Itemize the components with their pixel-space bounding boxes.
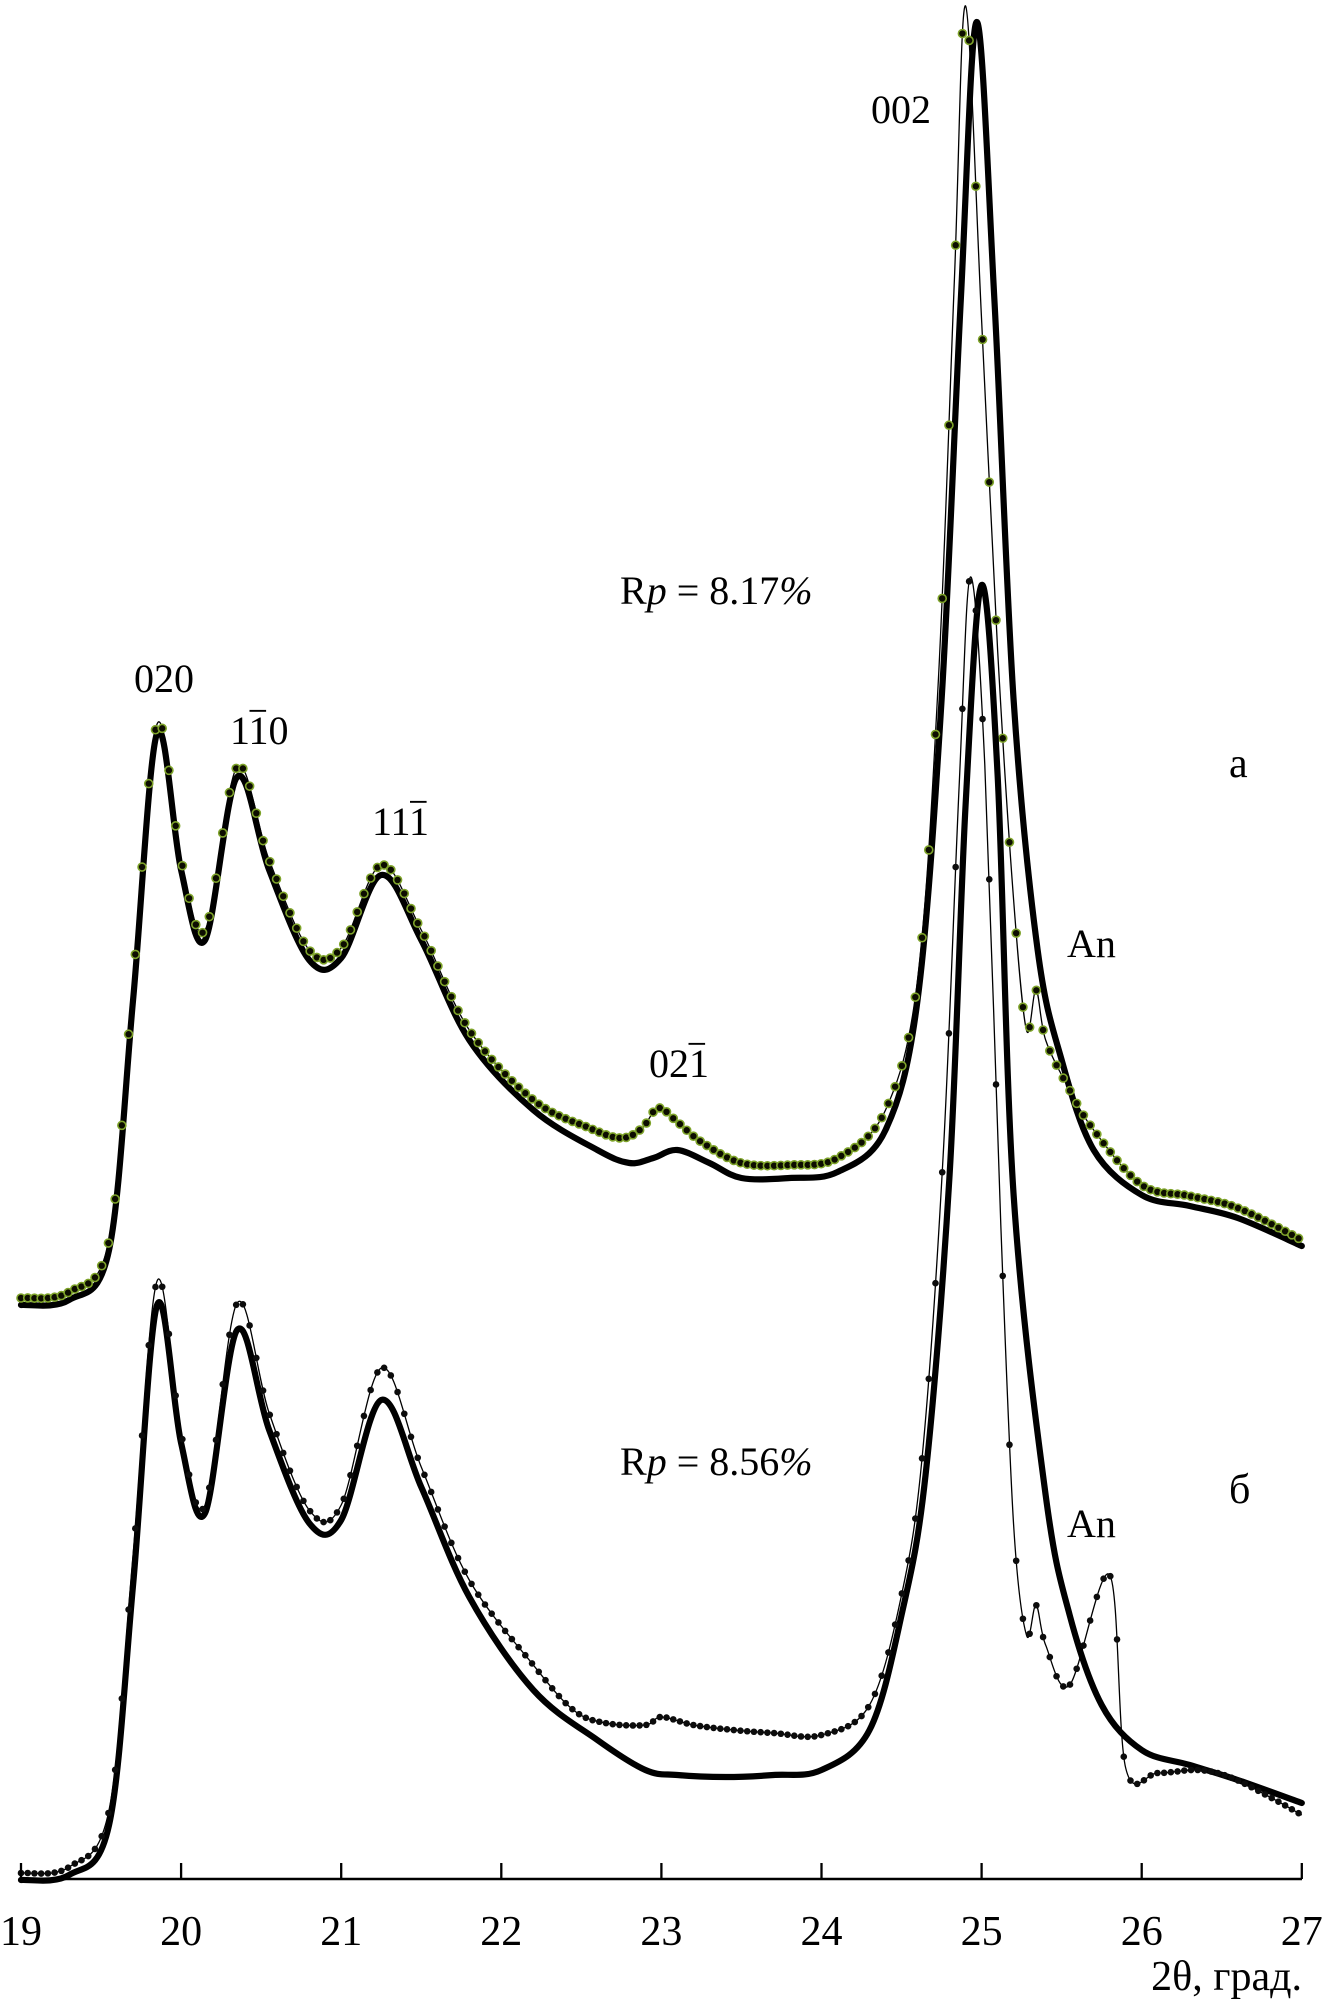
svg-text:21: 21 <box>320 1909 362 1955</box>
svg-text:2θ, град.: 2θ, град. <box>1151 1954 1302 2000</box>
svg-text:An: An <box>1067 921 1116 966</box>
svg-text:26: 26 <box>1121 1909 1163 1955</box>
svg-text:23: 23 <box>640 1909 682 1955</box>
svg-text:25: 25 <box>961 1909 1003 1955</box>
svg-text:27: 27 <box>1281 1909 1322 1955</box>
svg-text:110: 110 <box>230 708 289 753</box>
svg-text:Rp = 8.56%: Rp = 8.56% <box>620 1439 813 1484</box>
svg-text:An: An <box>1067 1501 1116 1546</box>
svg-text:021: 021 <box>649 1041 709 1086</box>
svg-text:002: 002 <box>871 87 931 132</box>
svg-text:111: 111 <box>372 799 429 844</box>
svg-text:22: 22 <box>480 1909 522 1955</box>
svg-text:020: 020 <box>134 656 194 701</box>
svg-text:a: a <box>1229 741 1248 787</box>
svg-text:24: 24 <box>801 1909 843 1955</box>
svg-text:19: 19 <box>0 1909 42 1955</box>
svg-text:б: б <box>1229 1467 1250 1513</box>
svg-text:20: 20 <box>160 1909 202 1955</box>
svg-text:Rp = 8.17%: Rp = 8.17% <box>620 568 813 613</box>
